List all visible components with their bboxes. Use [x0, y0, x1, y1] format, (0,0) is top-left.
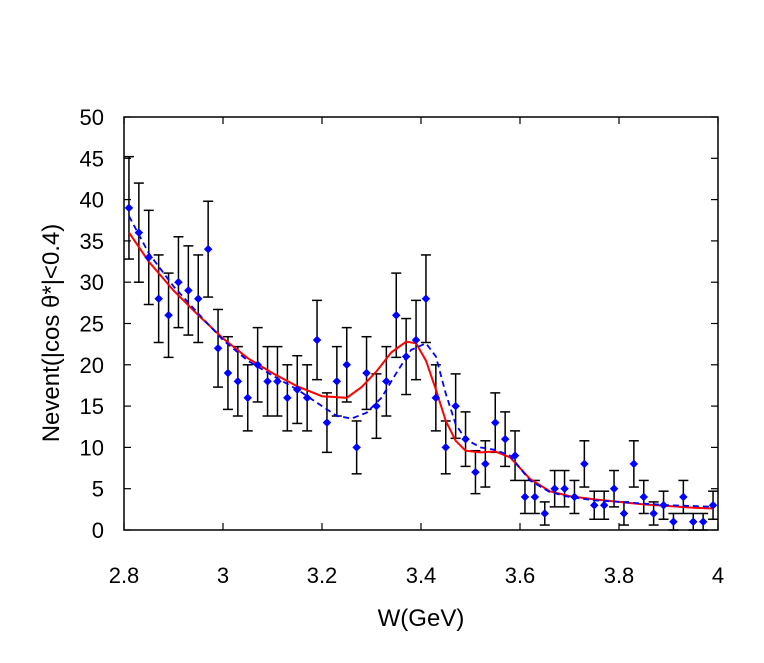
fit-curves — [128, 215, 714, 510]
y-axis: 0 5 10 15 20 25 30 35 40 45 50 — [80, 105, 718, 543]
data-points — [124, 203, 718, 527]
line-fit-solid — [128, 232, 714, 510]
data-point — [471, 467, 480, 477]
x-axis: 2.8 3 3.2 3.4 3.6 3.8 4 — [109, 117, 724, 588]
y-tick-label: 10 — [80, 435, 104, 460]
data-point — [411, 335, 421, 345]
data-point — [619, 509, 629, 518]
data-point — [639, 492, 649, 502]
plot-frame — [123, 116, 719, 531]
data-point — [213, 343, 223, 353]
data-point — [500, 434, 510, 444]
data-point — [193, 294, 203, 304]
data-point — [243, 393, 253, 403]
y-tick-label: 35 — [80, 229, 104, 254]
plot-area: 0 5 10 15 20 25 30 35 40 45 50 2.8 3 3.2 3.4 3.6 3.8 4 — [80, 105, 725, 588]
data-point — [461, 434, 470, 444]
data-point — [480, 459, 490, 469]
data-point — [372, 401, 381, 411]
data-point — [273, 376, 282, 386]
data-point — [698, 517, 708, 527]
data-point — [322, 418, 332, 427]
data-point — [401, 352, 411, 361]
data-point — [253, 360, 263, 370]
y-axis-title: Nevent(|cos θ*|<0.4) — [38, 224, 65, 443]
data-point — [203, 244, 213, 254]
x-tick-label: 3.2 — [307, 563, 338, 588]
data-point — [183, 286, 193, 295]
data-point — [609, 484, 619, 494]
data-point — [223, 368, 233, 378]
data-point — [124, 203, 134, 213]
data-point — [530, 492, 540, 502]
data-point — [292, 385, 302, 394]
y-tick-label: 20 — [80, 353, 104, 378]
data-point — [550, 484, 560, 494]
data-point — [520, 492, 530, 502]
y-tick-label: 45 — [80, 146, 104, 171]
data-point — [302, 393, 312, 403]
data-point — [134, 228, 144, 237]
data-point — [570, 492, 579, 502]
data-point — [669, 517, 678, 527]
x-tick-label: 3 — [217, 563, 229, 588]
data-point — [233, 376, 243, 386]
data-point — [352, 443, 362, 452]
data-point — [332, 376, 342, 386]
data-point — [708, 500, 718, 510]
data-point — [490, 418, 500, 427]
data-point — [629, 459, 639, 469]
line-fit-dashed — [128, 215, 714, 508]
data-point — [144, 253, 154, 262]
y-tick-label: 30 — [80, 270, 104, 295]
y-tick-label: 0 — [92, 518, 104, 543]
x-tick-label: 3.4 — [406, 563, 437, 588]
data-point — [678, 492, 688, 502]
data-point — [381, 376, 391, 386]
data-point — [688, 517, 698, 527]
data-point — [579, 459, 589, 469]
data-point — [451, 401, 461, 411]
y-tick-label: 50 — [80, 105, 104, 130]
y-tick-label: 25 — [80, 312, 104, 337]
x-tick-label: 4 — [712, 563, 724, 588]
data-point — [174, 277, 183, 287]
data-point — [589, 500, 599, 510]
data-point — [649, 509, 659, 518]
data-point — [510, 451, 520, 461]
x-axis-title: W(GeV) — [378, 605, 465, 632]
data-point — [421, 294, 431, 304]
data-point — [263, 376, 272, 386]
data-point — [362, 368, 371, 378]
data-point — [560, 484, 569, 494]
x-tick-label: 3.6 — [505, 563, 536, 588]
data-point — [312, 335, 322, 345]
data-point — [282, 393, 292, 403]
y-tick-label: 15 — [80, 394, 104, 419]
y-tick-label: 5 — [92, 477, 104, 502]
data-point — [441, 443, 451, 452]
y-tick-label: 40 — [80, 188, 104, 213]
data-point — [659, 500, 668, 510]
x-tick-label: 3.8 — [604, 563, 635, 588]
data-point — [164, 310, 173, 320]
data-point — [154, 294, 164, 304]
x-tick-label: 2.8 — [109, 563, 140, 588]
data-point — [342, 360, 352, 370]
data-point — [540, 509, 550, 518]
data-point — [391, 310, 401, 320]
data-point — [599, 500, 609, 510]
error-bars — [123, 155, 719, 531]
data-point — [431, 393, 441, 403]
